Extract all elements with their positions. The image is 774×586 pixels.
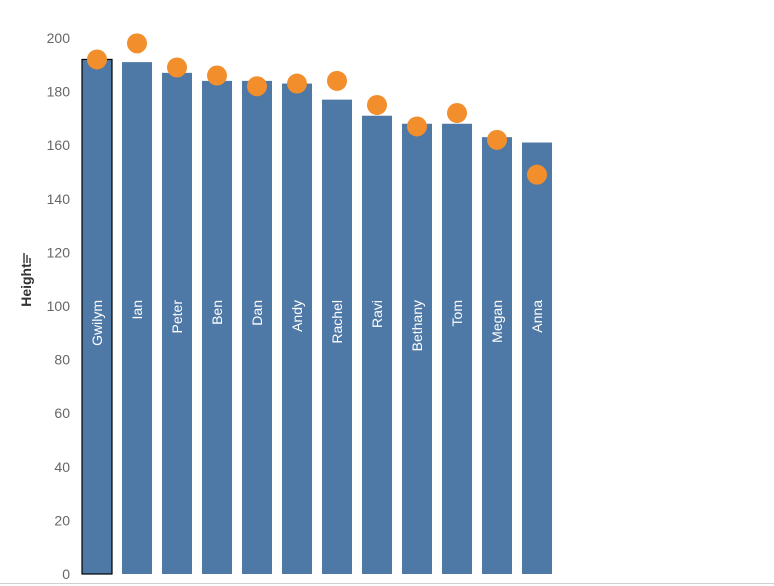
bar-label-anna: Anna <box>529 300 545 333</box>
bar-gwilym[interactable] <box>81 58 113 575</box>
y-tick-label: 20 <box>54 512 70 528</box>
dot-tom[interactable] <box>447 103 467 124</box>
bar-megan[interactable] <box>482 137 512 574</box>
y-tick-label: 200 <box>47 30 71 46</box>
bar-label-bethany: Bethany <box>409 300 425 351</box>
bar-bethany[interactable] <box>402 123 432 574</box>
bar-label-andy: Andy <box>289 300 305 332</box>
y-axis-title: Height <box>18 263 34 307</box>
bar-label-megan: Megan <box>489 300 505 343</box>
dot-rachel[interactable] <box>327 70 347 91</box>
dot-andy[interactable] <box>287 73 307 94</box>
dot-megan[interactable] <box>487 129 507 150</box>
dot-dan[interactable] <box>247 76 267 97</box>
y-tick-label: 60 <box>54 405 70 421</box>
dots-layer <box>87 33 547 185</box>
bar-label-dan: Dan <box>249 300 265 326</box>
dot-gwilym[interactable] <box>87 49 107 70</box>
bar-label-gwilym: Gwilym <box>89 300 105 346</box>
y-tick-label: 120 <box>47 244 71 260</box>
bar-dan[interactable] <box>242 80 272 574</box>
y-tick-label: 160 <box>47 137 71 153</box>
bar-label-ravi: Ravi <box>369 300 385 328</box>
dot-ben[interactable] <box>207 65 227 86</box>
bar-label-ben: Ben <box>209 300 225 325</box>
bar-anna[interactable] <box>522 142 552 574</box>
y-tick-label: 100 <box>47 298 71 314</box>
y-axis: 0 20 40 60 80 100 120 140 160 180 200 <box>47 30 71 582</box>
y-tick-label: 0 <box>62 566 70 582</box>
bar-ian[interactable] <box>122 62 152 575</box>
bar-label-tom: Tom <box>449 300 465 326</box>
dot-ian[interactable] <box>127 33 147 54</box>
bar-label-peter: Peter <box>169 300 185 334</box>
dot-anna[interactable] <box>527 164 547 185</box>
bar-tom[interactable] <box>442 123 472 574</box>
bar-labels-layer: Gwilym Ian Peter Ben Dan Andy Rachel Ravi Bethan… <box>89 300 545 352</box>
y-axis-title-group: Height <box>18 263 34 307</box>
y-tick-label: 180 <box>47 84 71 100</box>
dot-peter[interactable] <box>167 57 187 78</box>
bar-ravi[interactable] <box>362 115 392 574</box>
y-tick-label: 40 <box>54 459 70 475</box>
bar-rachel[interactable] <box>322 99 352 574</box>
bar-andy[interactable] <box>282 83 312 574</box>
y-tick-label: 140 <box>47 191 71 207</box>
bar-label-ian: Ian <box>129 300 145 319</box>
y-tick-label: 80 <box>54 352 70 368</box>
bar-peter[interactable] <box>162 72 192 574</box>
dot-bethany[interactable] <box>407 116 427 137</box>
bars-layer <box>81 58 552 575</box>
bar-ben[interactable] <box>202 80 232 574</box>
sort-descending-icon[interactable] <box>23 253 31 263</box>
dot-ravi[interactable] <box>367 95 387 115</box>
bar-label-rachel: Rachel <box>329 300 345 344</box>
